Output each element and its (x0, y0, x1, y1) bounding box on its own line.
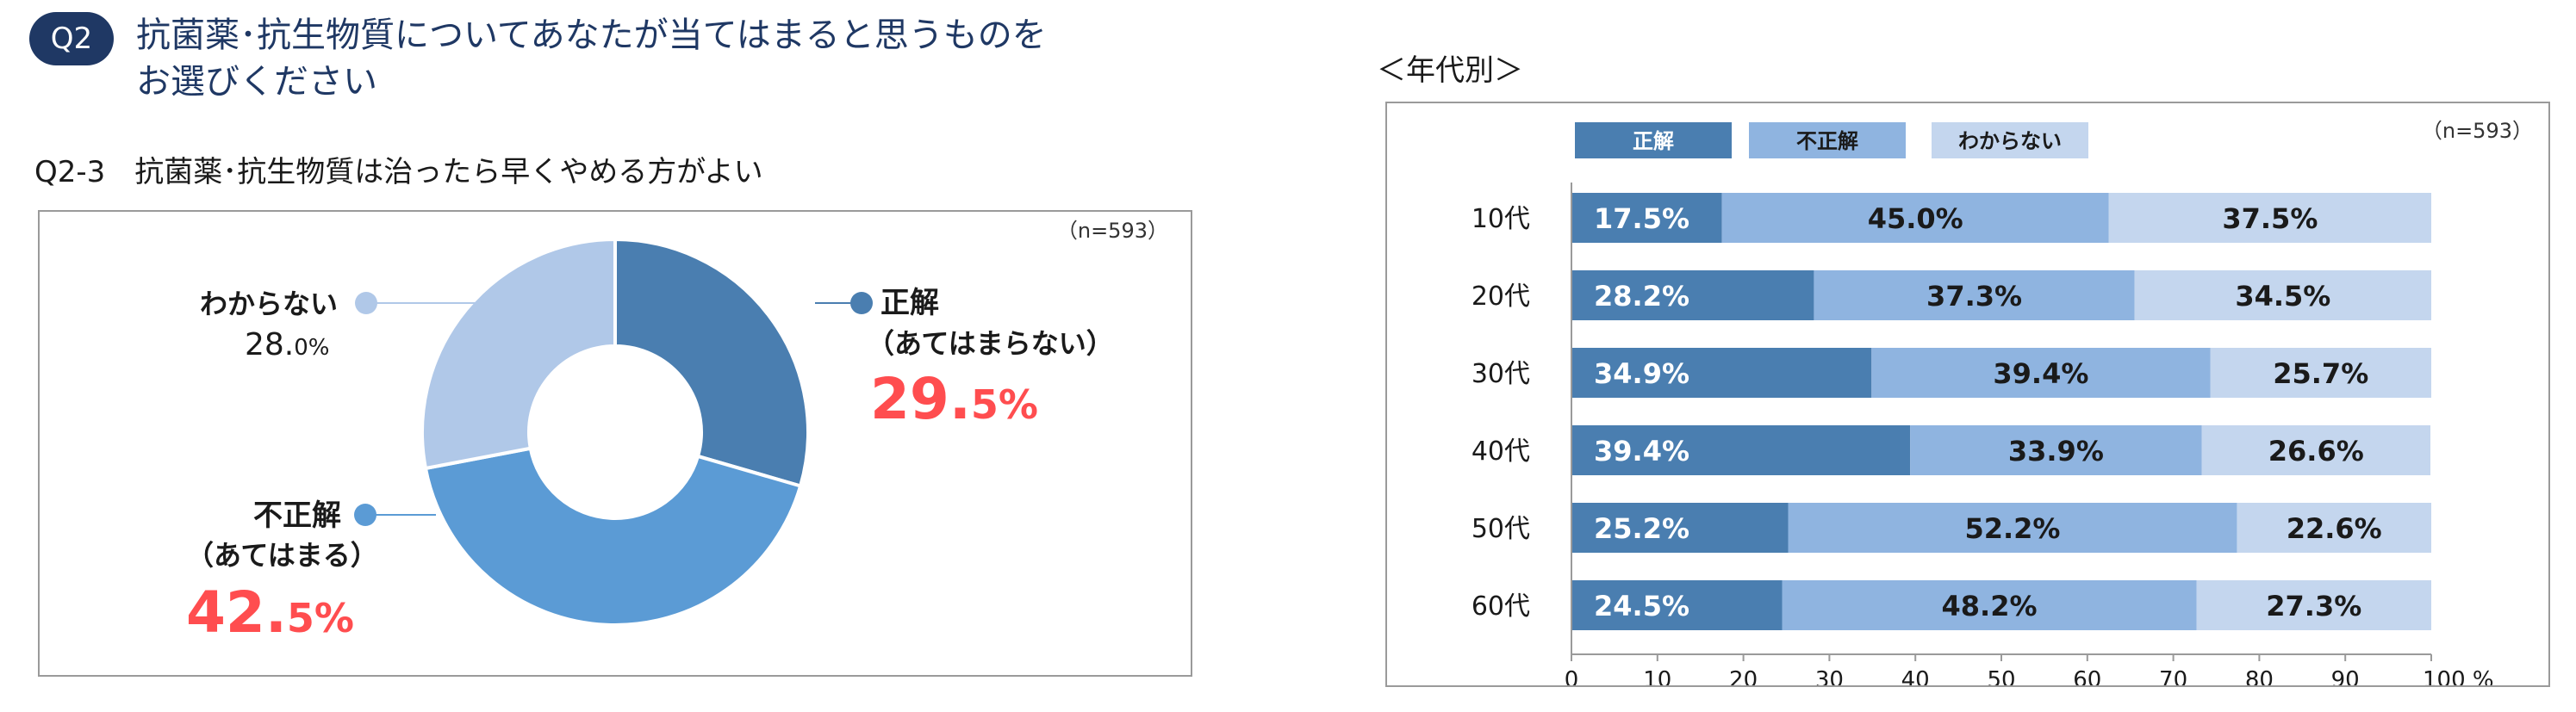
bar-correct (1571, 425, 1911, 475)
question-line-1: 抗菌薬･抗生物質についてあなたが当てはまると思うものを (136, 15, 1047, 55)
x-tick-label: 70 (2159, 667, 2187, 685)
bar-value-label: 34.9% (1594, 357, 1689, 390)
x-tick-label: 60 (2073, 667, 2101, 685)
category-label: 60代 (1472, 591, 1530, 622)
category-label: 10代 (1472, 204, 1530, 234)
bar-unknown (2134, 270, 2431, 320)
bar-correct (1571, 348, 1872, 398)
donut-slice-correct (613, 237, 810, 488)
bar-incorrect (1721, 193, 2109, 243)
x-tick-label: 30 (1815, 667, 1844, 685)
x-tick-label: 50 (1987, 667, 2015, 685)
donut-chart: （n=593） 正解 （あてはまらない） 29.5% わからない 28.0% 不… (186, 219, 1168, 646)
bar-incorrect (1782, 580, 2197, 630)
incorrect-sublabel: （あてはまる） (186, 539, 378, 572)
correct-marker (850, 292, 873, 314)
bar-value-label: 33.9% (2008, 435, 2104, 467)
bar-unknown (2210, 348, 2431, 398)
x-tick-label: 100 % (2423, 667, 2494, 685)
question-line-2: お選びください (136, 62, 377, 102)
unknown-label: わからない (200, 288, 338, 320)
x-tick-label: 90 (2331, 667, 2360, 685)
bar-n-label: （n=593） (2422, 119, 2533, 143)
correct-sublabel: （あてはまらない） (867, 327, 1114, 360)
sub-question: Q2-3 抗菌薬･抗生物質は治ったら早くやめる方がよい (34, 155, 763, 189)
age-chart-title: ＜年代別＞ (1377, 53, 1523, 88)
bar-value-label: 48.2% (1942, 590, 2038, 622)
category-label: 20代 (1472, 282, 1530, 312)
legend-label-correct: 正解 (1633, 129, 1674, 153)
bar-correct (1571, 580, 1783, 630)
bar-value-label: 45.0% (1868, 202, 1963, 235)
bar-incorrect (1871, 348, 2211, 398)
category-label: 30代 (1472, 359, 1530, 389)
legend-swatch-unknown (1932, 122, 2088, 158)
bar-legend: 正解 不正解 わからない (1575, 122, 2088, 158)
x-tick-label: 40 (1901, 667, 1930, 685)
x-tick-label: 80 (2245, 667, 2274, 685)
donut-slice-unknown (420, 237, 617, 471)
bar-value-label: 25.2% (1594, 512, 1689, 545)
incorrect-marker (354, 504, 376, 526)
unknown-marker (355, 292, 377, 314)
bar-unknown (2237, 503, 2431, 553)
bar-correct (1571, 503, 1789, 553)
bar-value-label: 28.2% (1594, 280, 1689, 313)
bar-value-label: 17.5% (1594, 202, 1689, 235)
bar-value-label: 39.4% (1993, 357, 2088, 390)
bar-unknown (2201, 425, 2431, 475)
correct-label: 正解 (880, 286, 939, 320)
category-label: 40代 (1472, 436, 1530, 467)
bar-incorrect (1788, 503, 2237, 553)
unknown-percent: 28.0% (245, 327, 330, 362)
correct-percent: 29.5% (870, 366, 1038, 432)
legend-swatch-correct (1575, 122, 1732, 158)
bar-correct (1571, 193, 1722, 243)
bar-incorrect (1910, 425, 2202, 475)
legend-label-incorrect: 不正解 (1796, 129, 1858, 153)
age-bar-chart: （n=593） 正解 不正解 わからない 10代 17.5% 45.0% 37.5% 20代… (1472, 119, 2533, 693)
bar-correct (1571, 270, 1814, 320)
donut-slices (420, 237, 810, 627)
incorrect-percent: 42.5% (186, 579, 354, 646)
bar-value-label: 37.3% (1926, 280, 2022, 313)
bar-value-label: 52.2% (1964, 512, 2060, 545)
donut-n-label: （n=593） (1057, 219, 1168, 243)
bar-value-label: 39.4% (1594, 435, 1689, 467)
x-tick-label: 10 (1643, 667, 1671, 685)
bar-value-label: 22.6% (2287, 512, 2382, 545)
x-tick-label: 0 (1565, 667, 1579, 685)
donut-chart-panel: （n=593） 正解 （あてはまらない） 29.5% わからない 28.0% 不… (38, 210, 1192, 677)
bar-value-label: 24.5% (1594, 590, 1689, 622)
bar-incorrect (1814, 270, 2135, 320)
category-label: 50代 (1472, 514, 1530, 544)
question-badge: Q2 (29, 12, 114, 65)
bar-value-label: 25.7% (2273, 357, 2368, 390)
incorrect-label: 不正解 (253, 498, 341, 533)
bar-value-label: 27.3% (2266, 590, 2361, 622)
bar-value-label: 37.5% (2222, 202, 2318, 235)
legend-label-unknown: わからない (1958, 129, 2062, 153)
x-tick-label: 20 (1729, 667, 1758, 685)
question-title: 抗菌薬･抗生物質についてあなたが当てはまると思うものを お選びください (136, 12, 1256, 105)
bar-value-label: 26.6% (2268, 435, 2364, 467)
legend-swatch-incorrect (1749, 122, 1906, 158)
age-chart-panel: （n=593） 正解 不正解 わからない 10代 17.5% 45.0% 37.5% 20代… (1385, 102, 2550, 693)
bar-unknown (2196, 580, 2431, 630)
donut-slice-incorrect (423, 446, 803, 627)
bar-unknown (2108, 193, 2431, 243)
bar-rows: 10代 17.5% 45.0% 37.5% 20代 28.2% 37.3% 34.5% 30代 3… (1472, 193, 2431, 630)
bar-value-label: 34.5% (2235, 280, 2330, 313)
